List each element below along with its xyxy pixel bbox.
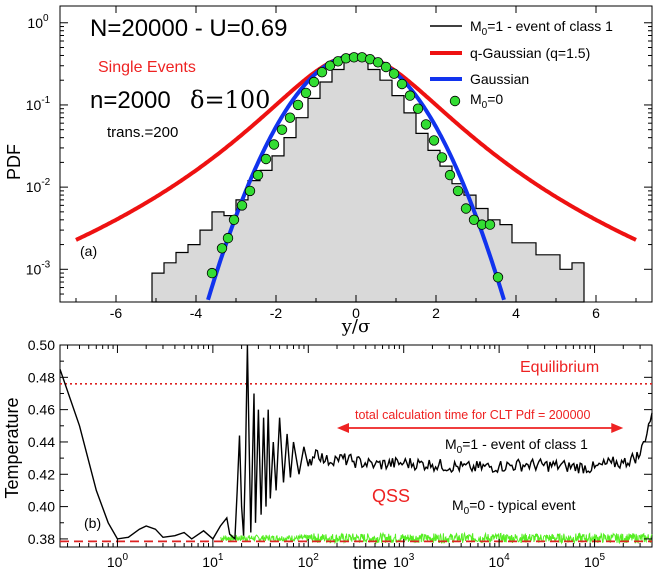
panel-b-xlabel: time [353,553,387,571]
m0-0-point [452,185,464,197]
m0-0-point [276,124,288,135]
panel-a-ylabel: PDF [4,144,24,180]
m0-0-points [206,52,504,283]
equilibrium-label: Equilibrium [520,359,599,376]
m0-0-point [388,68,400,79]
x-tick-label: 105 [584,552,606,570]
y-tick-label: 10-1 [26,95,51,113]
calc-time-arrow-right-head [611,423,624,433]
m0-0-point [492,272,504,283]
x-tick-label: -2 [270,305,283,321]
m0-0-point [412,103,424,114]
m0-0-point [308,76,320,88]
m0-0-point [324,60,336,71]
m0-0-point [228,214,240,226]
x-tick-label: 104 [489,552,511,570]
class-1-temperature-curve [59,344,653,541]
panel-a-axes: -6 -4 -2 0 2 4 6 10-3 10-2 10-1 100 [26,6,652,321]
panel-a-letter: (a) [80,243,97,259]
x-tick-label: 0 [352,305,360,321]
x-tick-label: 101 [202,552,224,570]
x-tick-label: 6 [592,305,600,321]
m0-0-point [436,152,448,163]
single-events-label: Single Events [98,59,196,76]
y-tick-label: 0.40 [28,499,55,515]
x-tick-label: 103 [393,552,415,570]
legend-q-gaussian: q-Gaussian (q=1.5) [470,45,590,61]
m0-0-point [236,200,248,211]
m0-0-point [428,135,440,146]
panel-b-axes: 100 101 102 103 104 105 0.38 0.40 0.42 0.44 0.46 0.… [28,337,653,570]
qss-label: QSS [372,486,410,506]
x-tick-label: 2 [432,305,440,321]
calc-time-label: total calculation time for CLT Pdf = 200… [355,408,590,422]
m0-0-point [420,119,432,130]
delta-param-label: δ=100 [190,86,270,114]
legend-gaussian: Gaussian [470,71,529,87]
m0-0-point [372,57,384,68]
x-tick-label: -6 [110,305,123,321]
y-tick-label: 0.44 [28,434,55,450]
legend-class-1: M0=1 - event of class 1 [470,18,613,38]
m0-0-point [396,78,408,90]
y-tick-label: 10-3 [26,259,51,277]
typical-event-label: M0=0 - typical event [452,497,576,517]
m0-0-point [316,66,328,78]
m0-0-point [216,243,228,254]
x-tick-label: -4 [190,305,203,321]
m0-0-point [484,219,496,230]
m0-0-point [380,61,392,73]
y-tick-label: 0.50 [28,337,55,353]
trans-label: trans.=200 [107,124,178,141]
m0-0-point [284,112,296,123]
legend: M0=1 - event of class 1 q-Gaussian (q=1.… [430,18,613,111]
x-tick-label: 4 [512,305,520,321]
m0-0-point [300,87,312,99]
n-param-label: n=2000 [90,87,171,114]
m0-0-point [252,169,264,181]
m0-0-point [244,185,256,197]
y-tick-label: 100 [27,13,49,31]
panel-a-xlabel: y/σ [341,316,371,337]
legend-m0-0: M0=0 [470,91,503,111]
m0-0-point [404,90,416,101]
m0-0-point [292,99,304,111]
y-tick-label: 10-2 [26,177,51,195]
y-tick-label: 0.42 [28,466,55,482]
m0-0-point [206,267,218,279]
m0-0-point [222,232,234,244]
panel-b-letter: (b) [84,515,101,531]
y-tick-label: 0.48 [28,369,55,385]
m0-0-point [268,139,280,150]
m0-0-point [460,203,472,214]
y-tick-label: 0.46 [28,402,55,418]
m0-0-point [468,214,480,226]
m0-0-point [260,153,272,165]
class-1-label: M0=1 - event of class 1 [445,436,588,456]
x-tick-label: 100 [107,552,129,570]
y-tick-label: 0.38 [28,531,55,547]
legend-marker-m0-0 [449,95,461,107]
calc-time-arrow-left-head [337,423,350,433]
panel-b-ylabel: Temperature [2,397,22,498]
panel-a: -6 -4 -2 0 2 4 6 10-3 10-2 10-1 100 N=20000 - U=0.… [4,5,653,337]
panel-b-frame [59,344,653,548]
m0-0-point [444,169,456,181]
x-tick-label: 102 [298,552,320,570]
panel-b: 100 101 102 103 104 105 0.38 0.40 0.42 0.44 0.46 0.… [2,337,653,571]
panel-a-title: N=20000 - U=0.69 [90,15,287,42]
